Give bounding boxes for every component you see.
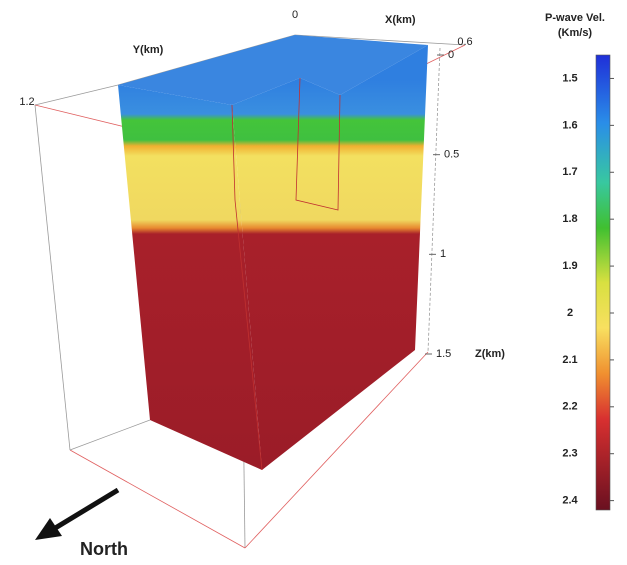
- arrow-shaft: [52, 490, 118, 530]
- colorbar-tick-label: 2.3: [562, 448, 577, 460]
- volume-face-front: [232, 45, 428, 470]
- colorbar-tick-label: 2.1: [562, 354, 577, 366]
- colorbar-tick-label: 1.9: [562, 260, 577, 272]
- colorbar-title: (Km/s): [558, 27, 593, 39]
- colorbar-tick-label: 1.7: [562, 166, 577, 178]
- x-tick-label: 0: [292, 9, 298, 21]
- z-tick-label: 0.5: [444, 149, 459, 161]
- x-axis-label: X(km): [385, 14, 416, 26]
- colorbar-tick-label: 2.2: [562, 401, 577, 413]
- z-tick-label: 0: [448, 49, 454, 61]
- colorbar-tick-label: 2.4: [562, 495, 578, 507]
- colorbar-tick-label: 1.6: [562, 119, 577, 131]
- y-axis-label: Y(km): [133, 44, 164, 56]
- colorbar-tick-label: 2: [567, 307, 573, 319]
- colorbar-tick-label: 1.8: [562, 213, 577, 225]
- y-tick-label: 1.2: [19, 96, 34, 108]
- colorbar-tick-label: 1.5: [562, 72, 577, 84]
- x-tick-label: 0.6: [457, 36, 472, 48]
- z-axis-line: [428, 48, 440, 352]
- annotation: North: [80, 539, 128, 559]
- box-edge: [70, 450, 245, 548]
- north-arrow: [35, 490, 118, 540]
- z-tick-label: 1: [440, 248, 446, 260]
- velocity-volume: [118, 35, 428, 470]
- figure: North X(km) Y(km) Z(km) P-wave Vel. (Km/…: [0, 0, 627, 565]
- box-edge: [35, 105, 70, 450]
- z-tick-label: 1.5: [436, 348, 451, 360]
- colorbar-title: P-wave Vel.: [545, 12, 605, 24]
- colorbar: [596, 55, 610, 510]
- z-axis-label: Z(km): [475, 348, 505, 360]
- box-edge: [70, 420, 150, 450]
